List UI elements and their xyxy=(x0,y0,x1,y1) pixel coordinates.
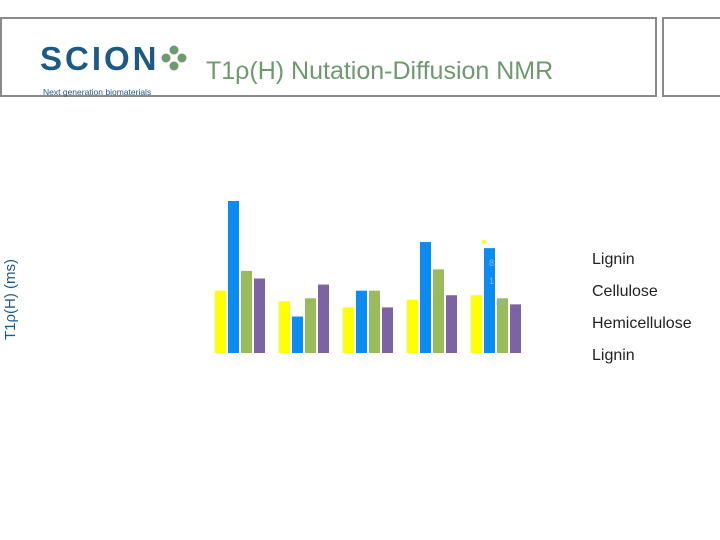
bar-group2-series2 xyxy=(292,316,303,353)
side-box xyxy=(662,17,720,97)
bar-group2-series4 xyxy=(318,284,329,353)
bar-group1-series3 xyxy=(241,270,252,353)
stray-label: ns xyxy=(496,297,506,307)
page-title: T1ρ(H) Nutation-Diffusion NMR xyxy=(206,57,554,85)
legend-item: Cellulose xyxy=(592,283,658,300)
flower-icon xyxy=(161,45,187,71)
bar-group1-series4 xyxy=(254,278,265,353)
bar-group4-series3 xyxy=(433,269,444,353)
bar-group5-series3 xyxy=(497,298,508,353)
bar-group5-series1 xyxy=(471,295,482,353)
legend-item: Hemicellulose xyxy=(592,315,692,332)
bar-group3-series4 xyxy=(382,307,393,353)
bar-chart xyxy=(215,201,521,353)
bar-group4-series1 xyxy=(407,299,418,353)
legend-item: Lignin xyxy=(592,251,635,268)
logo-tagline: Next generation biomaterials xyxy=(43,87,152,97)
legend-item: Lignin xyxy=(592,347,635,364)
y-axis-label: T1ρ(H) (ms) xyxy=(2,258,19,340)
bar-group3-series3 xyxy=(369,290,380,353)
bar-group1-series2 xyxy=(228,201,239,353)
bar-group1-series1 xyxy=(215,290,226,353)
bar-group4-series2 xyxy=(420,242,431,353)
bar-group3-series1 xyxy=(343,307,354,353)
bar-group2-series1 xyxy=(279,301,290,353)
header-box: SCION Next generation biomaterials T1ρ(H… xyxy=(0,17,657,97)
bar-group3-series2 xyxy=(356,290,367,353)
bar-group4-series4 xyxy=(446,295,457,353)
logo-wordmark: SCION xyxy=(40,40,160,77)
bar-group2-series3 xyxy=(305,298,316,353)
stray-marker xyxy=(482,240,486,244)
stray-label: 8 xyxy=(489,258,495,268)
bar-group5-series2 xyxy=(484,248,495,353)
bar-group5-series4 xyxy=(510,304,521,353)
stray-label: 1 xyxy=(489,276,495,286)
scion-logo: SCION Next generation biomaterials xyxy=(40,41,190,101)
